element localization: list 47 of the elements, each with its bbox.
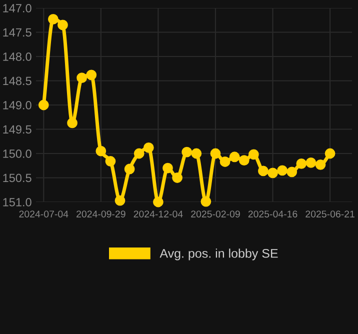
point <box>268 168 278 178</box>
point <box>124 164 135 174</box>
point <box>248 149 259 160</box>
y-tick-label: 149.5 <box>3 125 32 134</box>
point <box>296 158 307 169</box>
point <box>96 146 106 156</box>
point <box>324 148 336 159</box>
x-tick-label: 2024-07-04 <box>19 210 68 218</box>
y-tick-label: 148.0 <box>3 52 32 61</box>
point <box>58 20 68 30</box>
y-tick-label: 150.0 <box>3 150 32 158</box>
point <box>67 118 78 128</box>
y-tick-label: 148.5 <box>3 76 32 86</box>
point <box>105 156 116 166</box>
point <box>114 195 126 206</box>
point <box>315 159 326 170</box>
legend-label: Avg. pos. in lobby SE <box>160 248 278 260</box>
point <box>286 166 298 178</box>
point <box>162 162 173 174</box>
point <box>182 146 192 158</box>
point <box>210 148 221 159</box>
point <box>48 14 58 24</box>
point <box>191 148 202 159</box>
point <box>172 172 182 183</box>
y-tick-label: 147.0 <box>3 4 32 12</box>
x-tick-label: 2024-09-29 <box>76 210 126 218</box>
point <box>86 70 97 80</box>
x-tick-label: 2025-04-16 <box>248 210 298 218</box>
x-tick-label: 2025-02-09 <box>191 210 240 218</box>
x-tick-label: 2024-12-04 <box>134 210 183 218</box>
point <box>143 142 154 153</box>
point <box>200 196 212 207</box>
point <box>134 148 144 159</box>
y-tick-label: 150.5 <box>3 174 32 182</box>
point <box>229 152 240 162</box>
point <box>38 100 49 110</box>
point <box>76 72 88 84</box>
point <box>306 158 316 168</box>
y-tick-label: 147.5 <box>3 28 32 37</box>
point <box>277 165 288 176</box>
y-tick-label: 151.0 <box>3 198 32 206</box>
x-tick-label: 2025-06-21 <box>306 210 354 218</box>
point <box>238 155 250 166</box>
point <box>220 156 230 167</box>
point <box>152 196 164 208</box>
y-tick-label: 149.0 <box>3 101 32 110</box>
point <box>258 166 268 176</box>
